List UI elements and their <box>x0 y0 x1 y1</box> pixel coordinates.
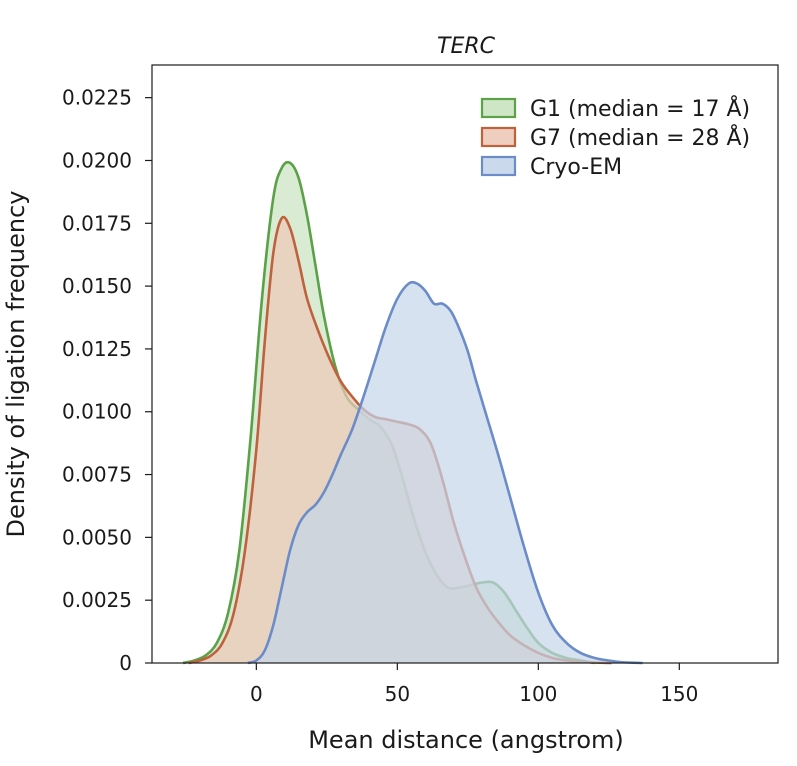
series-layer <box>182 160 643 665</box>
series-line-3 <box>247 280 643 665</box>
y-tick-label: 0.0125 <box>62 337 132 361</box>
y-tick-label: 0.0050 <box>62 525 132 549</box>
series-area-3 <box>247 282 643 663</box>
y-tick-label: 0.0225 <box>62 86 132 110</box>
y-tick-label: 0.0025 <box>62 588 132 612</box>
y-tick-label: 0.0175 <box>62 211 132 235</box>
y-tick-label: 0 <box>119 651 132 675</box>
legend: G1 (median = 17 Å)G7 (median = 28 Å) Cryo… <box>480 95 750 180</box>
legend-label-2: G7 (median = 28 Å) <box>530 124 750 151</box>
legend-label-3: Cryo-EM <box>530 155 622 180</box>
y-tick-label: 0.0100 <box>62 400 132 424</box>
x-tick-label: 150 <box>660 682 698 706</box>
legend-swatch-1 <box>480 97 517 119</box>
legend-swatch-3 <box>480 155 517 177</box>
chart-title: TERC <box>437 34 496 59</box>
y-axis-title: Density of ligation frequency <box>2 191 30 538</box>
plot-frame <box>151 64 779 664</box>
x-axis: 0 50 100 150 <box>250 663 698 706</box>
x-tick-label: 50 <box>385 682 410 706</box>
legend-swatch-2 <box>480 126 517 148</box>
legend-label-1: G1 (median = 17 Å) <box>530 95 750 122</box>
y-tick-label: 0.0075 <box>62 463 132 487</box>
x-axis-title: Mean distance (angstrom) <box>308 726 624 754</box>
y-tick-label: 0.0150 <box>62 274 132 298</box>
x-tick-label: 0 <box>250 682 263 706</box>
y-axis: 0 0.0025 0.0050 0.0075 0.0100 0.0125 0.0150 0.0… <box>62 86 152 675</box>
y-tick-label: 0.0200 <box>62 148 132 172</box>
x-tick-label: 100 <box>519 682 557 706</box>
